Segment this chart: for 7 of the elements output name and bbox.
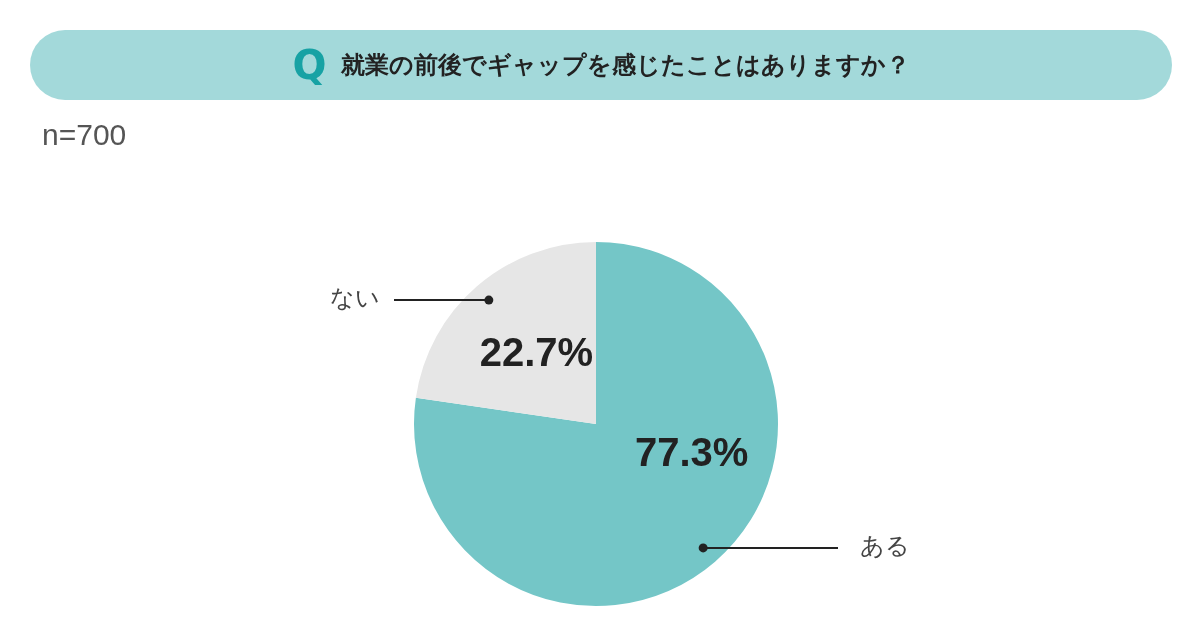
slice-label: ない [330, 284, 380, 313]
chart-title: 就業の前後でギャップを感じたことはありますか？ [340, 50, 910, 81]
text: n=700 [42, 118, 127, 152]
data-label: 22.7% [479, 330, 594, 375]
data-label: 77.3% [635, 430, 749, 475]
text: Q [292, 42, 327, 88]
slice-label: ある [860, 532, 910, 561]
